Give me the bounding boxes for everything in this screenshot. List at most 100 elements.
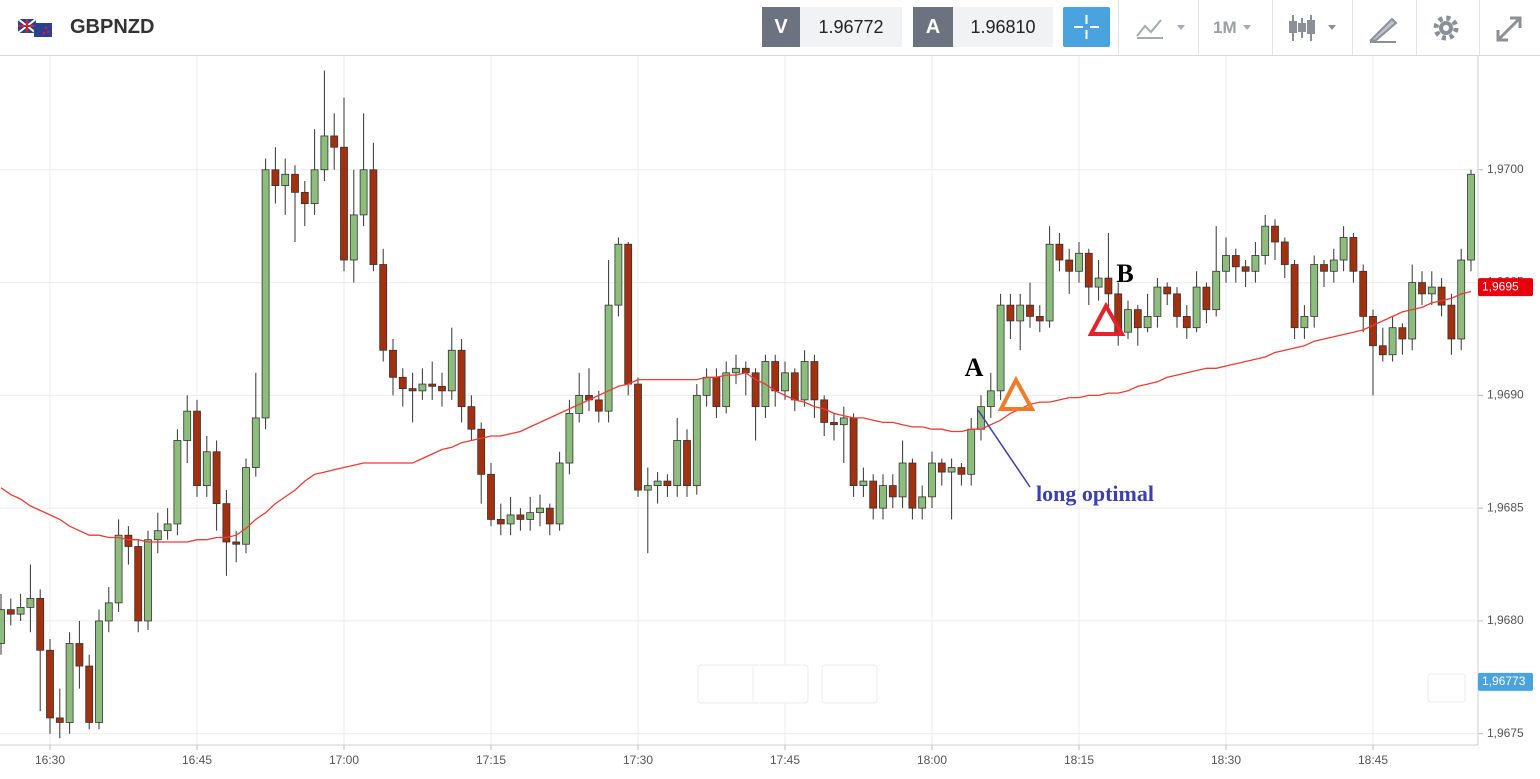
x-tick-label: 17:30 [623,753,653,767]
candle-body [1418,282,1426,295]
separator [1198,0,1199,56]
candle-body [340,146,348,261]
buy-price[interactable]: 1.96810 [953,7,1053,47]
candle-body [389,349,397,378]
crosshair-button[interactable] [1063,7,1110,47]
timeframe-button[interactable]: 1M [1213,18,1237,37]
candle-body [1457,259,1466,340]
candle-body [1075,252,1083,272]
separator [1479,0,1480,56]
candle-body [1378,345,1387,356]
candle-body [692,394,701,486]
flag-icon [18,19,52,37]
nav-button[interactable] [821,664,878,704]
annotation-arrow [977,409,1031,488]
candle-body [1261,225,1270,256]
candles-button[interactable] [1288,12,1340,44]
candle-body [928,462,936,498]
candle-body [967,428,976,475]
candle-body [222,503,231,543]
candle-body [1124,309,1132,333]
candle-body [653,480,662,486]
candle-body [673,440,682,486]
candle-body [114,534,123,604]
candle-body [702,376,711,396]
candle-body [859,480,868,486]
candle-body [1153,286,1162,317]
candle-body [447,349,456,392]
candle-body [55,717,64,723]
candle-body [16,607,25,615]
candle-body [536,507,544,514]
candle-body [85,665,94,723]
sell-label[interactable]: V [762,7,800,47]
candle-body [643,485,652,491]
candle-body [134,546,143,622]
candle-body [487,473,495,520]
candle-body [1349,237,1358,272]
candle-body [555,462,564,525]
x-tick-label: 16:45 [182,753,212,767]
fullscreen-button[interactable] [1494,14,1524,44]
x-tick-label: 18:30 [1211,753,1241,767]
candle-body [46,649,54,719]
chart-type-button[interactable] [1135,16,1190,40]
candle-body [300,191,309,205]
candle-body [830,422,838,426]
exit-triangle [1087,301,1126,336]
candle-body [183,410,192,441]
price-marker [1478,278,1533,297]
x-tick-label: 18:00 [917,753,947,767]
candle-body [683,440,691,486]
candle-body [95,620,103,723]
candle-body [193,410,201,486]
price-marker-label: 1,96773 [1482,674,1526,688]
x-tick-label: 17:45 [770,753,800,767]
candle-body [369,169,378,265]
candle-body [104,602,113,622]
candle-body [1202,286,1211,311]
candle-body [604,304,613,412]
candle-body [800,361,809,401]
candle-body [1182,316,1191,329]
candle-body [712,376,721,408]
candle-body [438,385,446,392]
candle-body [1280,241,1289,265]
separator [1272,0,1273,56]
candle-body [663,480,672,486]
candle-body [516,514,525,520]
settings-button[interactable] [1432,14,1462,44]
candle-body [310,169,319,205]
sell-price[interactable]: 1.96772 [800,7,902,47]
timeframe-caret[interactable] [1240,16,1260,40]
drawing-button[interactable] [1368,14,1398,44]
candle-body [888,485,897,498]
candle-body [947,467,956,473]
nav-button[interactable] [1427,673,1466,703]
candle-body [26,597,35,608]
buy-label[interactable]: A [913,7,953,47]
candle-body [428,383,437,387]
candle-body [1094,277,1103,288]
candle-body [36,597,45,651]
candle-body [144,539,152,622]
candle-body [771,361,780,392]
candle-body [1231,255,1240,268]
candle-body [124,534,133,547]
candle-body [1222,255,1230,272]
candle-body [624,243,633,385]
candle-body [937,462,946,473]
candle-body [1251,255,1260,272]
candle-body [408,388,417,392]
candle-body [1192,286,1201,329]
x-tick-label: 17:15 [476,753,506,767]
candle-body [751,372,760,408]
candle-body [1173,293,1181,317]
candle-body [1300,316,1309,329]
candle-body [1329,259,1338,272]
y-tick-label: 1,9675 [1487,726,1524,740]
candle-body [271,169,280,186]
candle-body [996,304,1005,392]
candle-body [163,523,172,532]
